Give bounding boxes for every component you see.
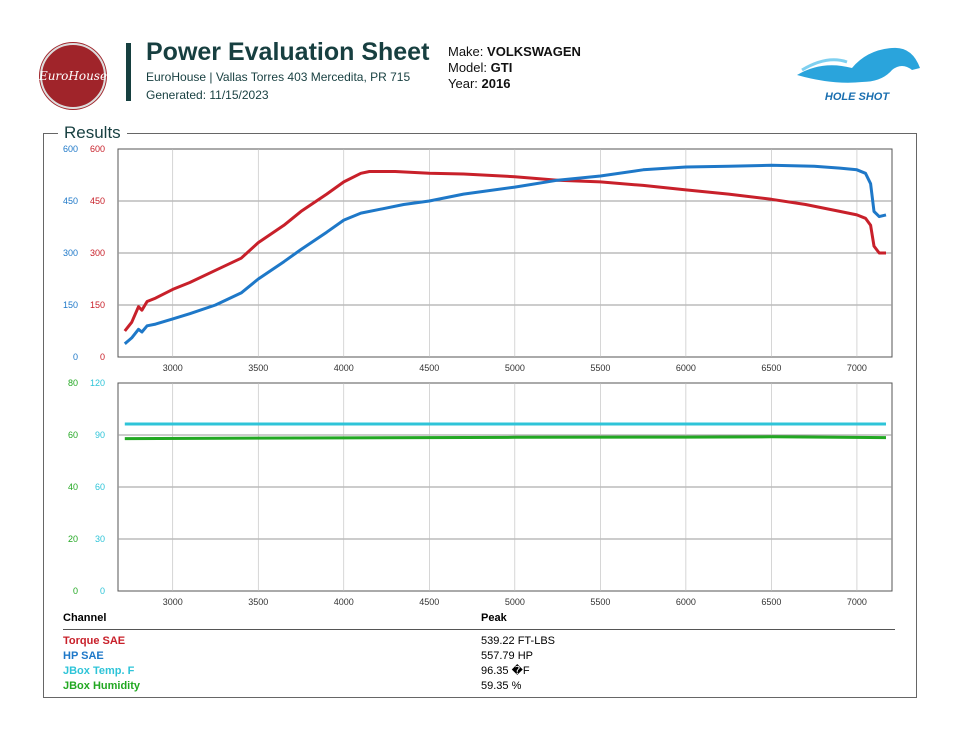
generated-date: Generated: 11/15/2023 <box>146 88 269 102</box>
hole-shot-logo: HOLE SHOT <box>797 47 920 103</box>
x-tick-label: 7000 <box>847 363 867 373</box>
y-tick-label: 150 <box>63 300 78 310</box>
x-tick-label: 4000 <box>334 363 354 373</box>
table-row: Torque SAE 539.22 FT-LBS <box>63 634 895 649</box>
y-tick-label: 0 <box>100 586 105 596</box>
channel-name: JBox Humidity <box>63 680 141 692</box>
page-title: Power Evaluation Sheet <box>146 38 430 66</box>
x-tick-label: 5000 <box>505 363 525 373</box>
year-value: 2016 <box>481 76 511 91</box>
y-tick-label: 300 <box>63 248 78 258</box>
x-tick-label: 6500 <box>761 363 781 373</box>
x-tick-label: 5500 <box>590 363 610 373</box>
channel-name: HP SAE <box>63 650 104 662</box>
y-tick-label: 20 <box>68 534 78 544</box>
channel-name: JBox Temp. F <box>63 665 135 677</box>
y-tick-label: 450 <box>90 196 105 206</box>
x-tick-label: 3000 <box>163 597 183 607</box>
header-peak: Peak <box>481 612 507 624</box>
header-divider <box>126 43 131 101</box>
y-tick-label: 60 <box>68 430 78 440</box>
series-line-torque-sae <box>123 170 886 332</box>
y-tick-label: 80 <box>68 378 78 388</box>
peak-value: 539.22 FT-LBS <box>481 635 555 647</box>
y-tick-label: 0 <box>73 352 78 362</box>
y-tick-label: 40 <box>68 482 78 492</box>
model-label: Model: <box>448 60 488 75</box>
channel-name: Torque SAE <box>63 635 126 647</box>
results-frame <box>43 133 917 698</box>
y-tick-label: 600 <box>63 144 78 154</box>
results-title: Results <box>58 123 127 143</box>
x-tick-label: 4500 <box>419 363 439 373</box>
x-tick-label: 4500 <box>419 597 439 607</box>
peak-table: Channel Peak Torque SAE 539.22 FT-LBS HP … <box>63 612 895 694</box>
x-tick-label: 5000 <box>505 597 525 607</box>
x-tick-label: 6000 <box>676 363 696 373</box>
y-tick-label: 300 <box>90 248 105 258</box>
x-tick-label: 6000 <box>676 597 696 607</box>
header-channel: Channel <box>63 612 107 624</box>
y-tick-label: 120 <box>90 378 105 388</box>
table-row: JBox Temp. F 96.35 �F <box>63 664 895 679</box>
y-tick-label: 150 <box>90 300 105 310</box>
make-label: Make: <box>448 44 484 59</box>
svg-text:HOLE SHOT: HOLE SHOT <box>825 91 890 103</box>
x-tick-label: 6500 <box>761 597 781 607</box>
y-tick-label: 60 <box>95 482 105 492</box>
make-value: VOLKSWAGEN <box>487 44 581 59</box>
series-line-jbox-humidity <box>124 435 887 441</box>
x-tick-label: 3500 <box>248 363 268 373</box>
y-tick-label: 600 <box>90 144 105 154</box>
model: Model: GTI <box>448 60 512 75</box>
x-tick-label: 5500 <box>590 597 610 607</box>
series-line-hp-sae <box>123 163 887 345</box>
peak-value: 96.35 �F <box>481 665 530 677</box>
y-tick-label: 30 <box>95 534 105 544</box>
eurohouse-logo: EuroHouse <box>39 43 107 109</box>
table-row: JBox Humidity 59.35 % <box>63 679 895 694</box>
model-value: GTI <box>490 60 513 75</box>
table-row: HP SAE 557.79 HP <box>63 649 895 664</box>
table-header: Channel Peak <box>63 612 895 630</box>
x-tick-label: 3500 <box>248 597 268 607</box>
y-tick-label: 90 <box>95 430 105 440</box>
x-tick-label: 7000 <box>847 597 867 607</box>
year: Year: 2016 <box>448 76 510 91</box>
make: Make: VOLKSWAGEN <box>448 44 581 59</box>
peak-value: 59.35 % <box>481 680 522 692</box>
y-tick-label: 0 <box>100 352 105 362</box>
x-tick-label: 4000 <box>334 597 354 607</box>
address: EuroHouse | Vallas Torres 403 Mercedita,… <box>146 70 411 84</box>
x-tick-label: 3000 <box>163 363 183 373</box>
year-label: Year: <box>448 76 478 91</box>
peak-value: 557.79 HP <box>481 650 533 662</box>
y-tick-label: 450 <box>63 196 78 206</box>
y-tick-label: 0 <box>73 586 78 596</box>
